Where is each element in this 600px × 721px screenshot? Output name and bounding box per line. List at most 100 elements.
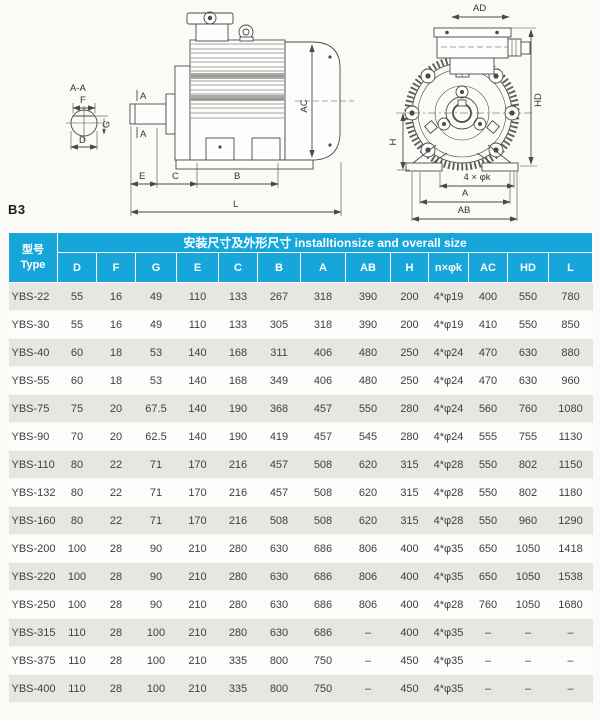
cell-value: 90 <box>135 562 177 591</box>
section-label: A-A <box>70 83 87 94</box>
cell-value: 280 <box>218 618 258 647</box>
dim-label-l: L <box>233 199 238 210</box>
cell-value: 90 <box>135 534 177 563</box>
cell-value: 28 <box>96 534 136 563</box>
cell-value: 4*φ24 <box>428 338 469 367</box>
cell-value: 400 <box>390 590 429 619</box>
table-row: YBS-132 80 22 71 170 216 457 508 620 315 4*φ28 550 8… <box>8 478 593 507</box>
cell-value: 1050 <box>507 590 549 619</box>
cell-value: 49 <box>135 282 177 311</box>
table-row: YBS-22 55 16 49 110 133 267 318 390 200 4*φ19 400 55… <box>8 282 593 311</box>
cell-value: 1538 <box>548 562 593 591</box>
cell-value: – <box>507 618 549 647</box>
cell-value: 390 <box>345 282 391 311</box>
cell-value: 315 <box>390 450 429 479</box>
cell-value: 75 <box>57 394 97 423</box>
cell-value: 18 <box>96 338 136 367</box>
cell-value: 28 <box>96 646 136 675</box>
cell-value: 650 <box>468 534 508 563</box>
cell-value: 620 <box>345 450 391 479</box>
cell-value: 28 <box>96 618 136 647</box>
cell-value: 315 <box>390 478 429 507</box>
cell-value: 20 <box>96 394 136 423</box>
cell-type: YBS-90 <box>8 422 58 451</box>
cell-value: 802 <box>507 450 549 479</box>
cell-value: 960 <box>548 366 593 395</box>
dim-label-ab: AB <box>458 205 471 216</box>
dim-label-ad: AD <box>473 3 486 14</box>
cell-value: 318 <box>300 282 346 311</box>
cell-value: 100 <box>135 646 177 675</box>
cell-value: 686 <box>300 618 346 647</box>
cell-value: 110 <box>57 674 97 703</box>
table-row: YBS-55 60 18 53 140 168 349 406 480 250 4*φ24 470 63… <box>8 366 593 395</box>
cell-value: 55 <box>57 282 97 311</box>
cut-label-top: A <box>140 91 147 102</box>
cell-value: 18 <box>96 366 136 395</box>
table-row: YBS-200 100 28 90 210 280 630 686 806 400 4*φ35 650… <box>8 534 593 563</box>
cell-value: 850 <box>548 310 593 339</box>
cell-value: – <box>468 674 508 703</box>
cell-value: 550 <box>468 450 508 479</box>
cell-value: 22 <box>96 478 136 507</box>
cell-value: 4*φ35 <box>428 674 469 703</box>
table-row: YBS-400 110 28 100 210 335 800 750–450 4*φ35– – – <box>8 674 593 703</box>
cell-value: 960 <box>507 506 549 535</box>
cell-value: 305 <box>257 310 301 339</box>
cell-value: – <box>468 646 508 675</box>
cell-value: 1180 <box>548 478 593 507</box>
cell-value: 140 <box>176 394 219 423</box>
cell-value: – <box>468 618 508 647</box>
cell-value: 67.5 <box>135 394 177 423</box>
cell-value: 800 <box>257 674 301 703</box>
cell-value: – <box>345 674 391 703</box>
cell-value: 560 <box>468 394 508 423</box>
cell-value: 508 <box>257 506 301 535</box>
column-header-ac: AC <box>468 252 508 283</box>
cell-value: 250 <box>390 338 429 367</box>
cell-value: 53 <box>135 366 177 395</box>
cell-value: 419 <box>257 422 301 451</box>
cell-value: 71 <box>135 450 177 479</box>
cell-value: 110 <box>57 618 97 647</box>
cell-value: 62.5 <box>135 422 177 451</box>
shaft-hub <box>434 85 490 141</box>
cut-label-bottom: A <box>140 129 147 140</box>
column-header-c: C <box>218 252 258 283</box>
cell-value: 53 <box>135 338 177 367</box>
cell-value: 140 <box>176 366 219 395</box>
dim-label-a: A <box>462 188 469 199</box>
cell-value: 457 <box>300 394 346 423</box>
cell-value: 802 <box>507 478 549 507</box>
cell-type: YBS-75 <box>8 394 58 423</box>
cable-gland <box>507 38 522 57</box>
cell-value: 335 <box>218 646 258 675</box>
cell-value: – <box>548 646 593 675</box>
cell-value: 250 <box>390 366 429 395</box>
cell-value: 16 <box>96 282 136 311</box>
dim-label-hd: HD <box>533 93 544 107</box>
cell-value: 170 <box>176 506 219 535</box>
cell-value: 71 <box>135 478 177 507</box>
cell-value: 20 <box>96 422 136 451</box>
table-row: YBS-375 110 28 100 210 335 800 750–450 4*φ35– – – <box>8 646 593 675</box>
column-header-h: H <box>390 252 429 283</box>
cell-value: 110 <box>176 310 219 339</box>
cell-value: 806 <box>345 590 391 619</box>
cell-value: 4*φ24 <box>428 394 469 423</box>
column-header-hd: HD <box>507 252 549 283</box>
cell-value: 780 <box>548 282 593 311</box>
cell-value: 686 <box>300 590 346 619</box>
type-column-header: 型号 Type <box>8 232 58 283</box>
cell-value: 70 <box>57 422 97 451</box>
table-row: YBS-250 100 28 90 210 280 630 686 806 400 4*φ28 760… <box>8 590 593 619</box>
cell-value: – <box>507 646 549 675</box>
dim-label-e: E <box>139 171 145 182</box>
cell-value: 60 <box>57 338 97 367</box>
cell-value: 210 <box>176 674 219 703</box>
dim-label-c: C <box>172 171 179 182</box>
cell-value: 210 <box>176 618 219 647</box>
table-row: YBS-40 60 18 53 140 168 311 406 480 250 4*φ24 470 63… <box>8 338 593 367</box>
cell-value: 480 <box>345 338 391 367</box>
table-header: 型号 Type 安装尺寸及外形尺寸 installtionsize and ov… <box>8 232 594 283</box>
